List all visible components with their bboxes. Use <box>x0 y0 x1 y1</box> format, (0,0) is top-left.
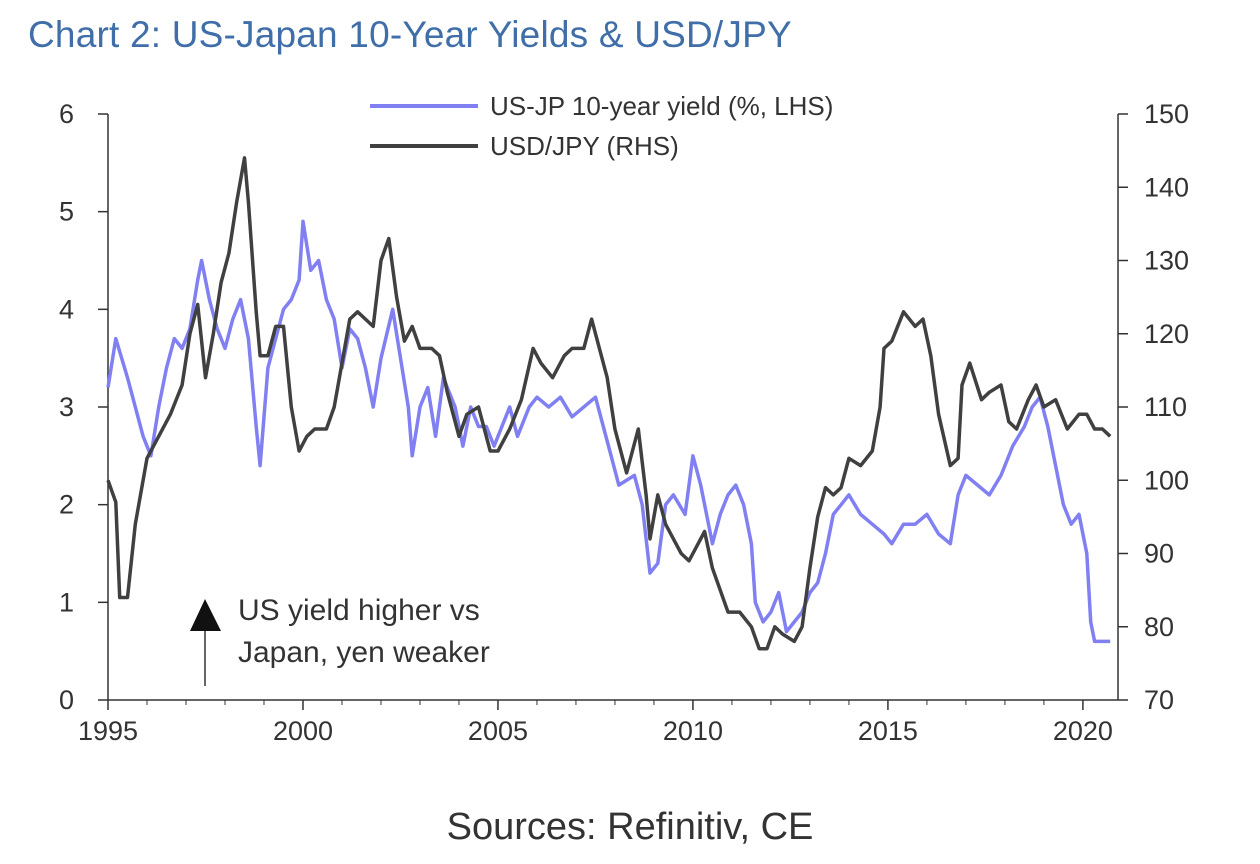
y-right-tick-label: 70 <box>1144 685 1174 715</box>
y-left-tick-label: 6 <box>59 99 74 129</box>
chart-title: Chart 2: US-Japan 10-Year Yields & USD/J… <box>28 14 792 55</box>
legend: US-JP 10-year yield (%, LHS) USD/JPY (RHS… <box>370 91 833 161</box>
x-tick-label: 2000 <box>273 716 333 746</box>
y-right-tick-label: 100 <box>1144 465 1189 495</box>
x-tick-label: 2005 <box>468 716 528 746</box>
annotation-line-2: Japan, yen weaker <box>238 636 490 669</box>
y-right-tick-label: 80 <box>1144 612 1174 642</box>
series-layer <box>106 156 1112 651</box>
x-tick-label: 1995 <box>78 716 138 746</box>
axes-layer: 0 1 2 3 4 5 6 70 80 90 100 110 120 130 140 150 1995 2000 2… <box>59 99 1189 746</box>
y-right-tick-label: 90 <box>1144 539 1174 569</box>
y-right-tick-label: 120 <box>1144 319 1189 349</box>
y-left-tick-label: 4 <box>59 294 74 324</box>
y-right-tick-label: 150 <box>1144 99 1189 129</box>
series-line-usdjpy <box>106 156 1112 651</box>
y-right-tick-label: 140 <box>1144 172 1189 202</box>
y-left-tick-label: 3 <box>59 392 74 422</box>
annotation-line-1: US yield higher vs <box>238 594 480 627</box>
legend-label: US-JP 10-year yield (%, LHS) <box>490 91 833 121</box>
y-right-tick-label: 110 <box>1144 392 1187 422</box>
y-left-tick-label: 1 <box>59 587 74 617</box>
legend-label: USD/JPY (RHS) <box>490 131 679 161</box>
series-line-us-jp-yield <box>106 219 1111 644</box>
y-right-tick-label: 130 <box>1144 246 1189 276</box>
source-note: Sources: Refinitiv, CE <box>446 806 814 848</box>
x-tick-label: 2010 <box>663 716 723 746</box>
y-left-tick-label: 2 <box>59 490 74 520</box>
x-tick-label: 2015 <box>858 716 918 746</box>
x-tick-label: 2020 <box>1053 716 1113 746</box>
up-arrow-icon <box>190 599 221 631</box>
y-left-tick-label: 0 <box>59 685 74 715</box>
annotation: US yield higher vs Japan, yen weaker <box>190 594 490 686</box>
y-left-tick-label: 5 <box>59 197 74 227</box>
